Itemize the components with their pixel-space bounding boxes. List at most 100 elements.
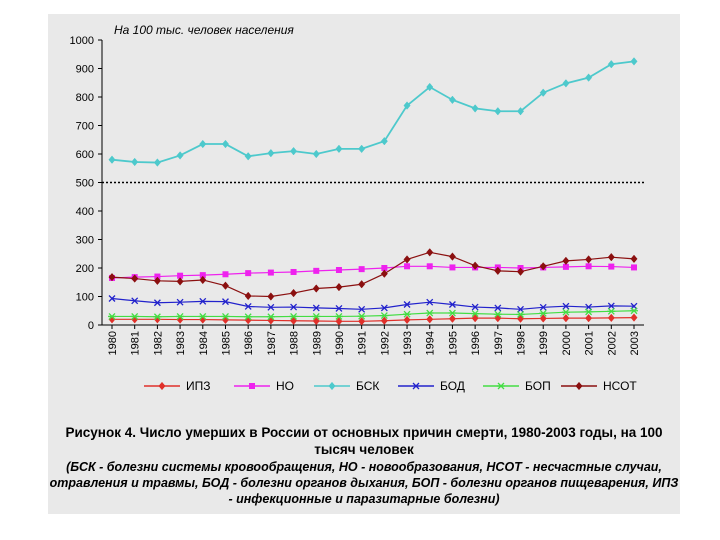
- data-point-4: [607, 307, 616, 315]
- data-point-4: [425, 309, 434, 317]
- data-point-0: [585, 313, 593, 323]
- data-point-5: [607, 252, 615, 262]
- y-tick-label: 500: [76, 178, 94, 190]
- x-tick-label: 1983: [175, 331, 187, 355]
- data-point-3: [335, 305, 343, 312]
- legend-label-4: БОП: [525, 379, 551, 393]
- data-point-4: [334, 312, 343, 320]
- data-point-0: [380, 316, 388, 325]
- data-point-2: [358, 144, 366, 154]
- data-point-0: [358, 317, 366, 326]
- x-tick-label: 1980: [107, 331, 119, 355]
- data-point-4: [176, 312, 185, 320]
- data-point-2: [108, 155, 116, 164]
- data-point-0: [267, 316, 275, 325]
- legend-label-0: ИПЗ: [186, 379, 211, 393]
- data-point-1: [404, 263, 411, 270]
- data-point-3: [517, 305, 524, 313]
- data-point-0: [426, 315, 434, 324]
- data-point-2: [335, 144, 343, 154]
- data-point-3: [471, 303, 479, 311]
- data-point-5: [471, 261, 479, 270]
- data-point-1: [562, 263, 569, 270]
- caption-title: Рисунок 4. Число умерших в России от осн…: [65, 425, 663, 457]
- data-point-5: [562, 256, 570, 266]
- legend-marker-5: [575, 381, 583, 391]
- data-point-4: [221, 312, 230, 320]
- data-point-5: [176, 277, 184, 286]
- data-point-5: [630, 254, 638, 264]
- data-point-4: [516, 310, 525, 318]
- legend-label-2: БСК: [356, 379, 379, 393]
- data-point-3: [267, 303, 275, 311]
- x-tick-label: 1989: [311, 331, 323, 355]
- data-point-1: [313, 267, 320, 274]
- data-point-2: [312, 149, 320, 159]
- data-point-3: [380, 304, 388, 312]
- data-point-1: [449, 264, 456, 271]
- series-line-2: [111, 60, 635, 164]
- data-point-1: [245, 270, 252, 277]
- data-point-1: [335, 266, 342, 273]
- data-point-2: [516, 107, 525, 116]
- data-point-2: [607, 60, 615, 69]
- x-tick-label: 2003: [629, 331, 641, 355]
- data-point-3: [539, 303, 547, 311]
- data-point-5: [539, 262, 547, 271]
- chart-annotation: На 100 тыс. человек населения: [114, 23, 294, 37]
- data-point-4: [380, 312, 389, 320]
- data-point-0: [562, 313, 570, 323]
- data-point-5: [380, 269, 388, 278]
- data-point-2: [471, 104, 479, 113]
- data-point-4: [471, 310, 480, 318]
- data-point-4: [289, 312, 298, 320]
- data-point-5: [494, 266, 502, 276]
- data-point-5: [426, 248, 434, 257]
- data-point-1: [267, 269, 274, 276]
- data-point-3: [358, 305, 366, 313]
- data-point-3: [153, 299, 161, 307]
- data-point-0: [607, 313, 615, 323]
- data-point-0: [335, 317, 343, 326]
- data-point-2: [267, 148, 275, 158]
- data-point-4: [584, 308, 593, 316]
- data-point-5: [403, 255, 411, 264]
- series-line-3: [111, 297, 635, 310]
- x-tick-label: 1992: [379, 331, 391, 355]
- x-tick-label: 1995: [447, 331, 459, 355]
- data-point-5: [153, 276, 161, 286]
- figure-caption: Рисунок 4. Число умерших в России от осн…: [48, 424, 680, 507]
- x-tick-label: 2001: [584, 331, 596, 355]
- data-point-4: [244, 313, 253, 321]
- y-tick-label: 900: [76, 64, 94, 76]
- x-tick-label: 2000: [561, 331, 573, 355]
- data-point-1: [426, 263, 433, 270]
- x-tick-label: 2002: [606, 331, 618, 355]
- data-point-4: [312, 312, 321, 320]
- data-point-1: [290, 268, 297, 275]
- data-point-2: [199, 139, 207, 149]
- legend-marker-3: [412, 382, 420, 390]
- data-point-0: [471, 313, 479, 323]
- data-point-3: [448, 301, 456, 308]
- caption-note: (БСК - болезни системы кровообращения, Н…: [49, 460, 679, 506]
- x-tick-label: 1997: [493, 331, 505, 355]
- series-line-0: [112, 316, 635, 322]
- data-point-3: [176, 298, 184, 306]
- figure-panel: 0 100 200 300 400 500 600 700 800 900 1000 На 100 т…: [48, 14, 680, 514]
- data-point-4: [357, 312, 366, 320]
- data-point-3: [199, 297, 207, 305]
- data-point-4: [539, 309, 548, 317]
- x-tick-label: 1981: [130, 331, 142, 355]
- data-point-2: [403, 101, 411, 110]
- data-point-5: [108, 272, 116, 282]
- data-point-1: [199, 272, 206, 279]
- data-point-3: [108, 295, 116, 302]
- x-tick-label: 1982: [152, 331, 164, 355]
- data-point-3: [290, 303, 298, 311]
- data-point-4: [266, 313, 275, 321]
- data-point-2: [448, 95, 456, 105]
- data-point-2: [562, 79, 570, 88]
- data-point-2: [630, 57, 638, 66]
- data-point-2: [380, 136, 388, 146]
